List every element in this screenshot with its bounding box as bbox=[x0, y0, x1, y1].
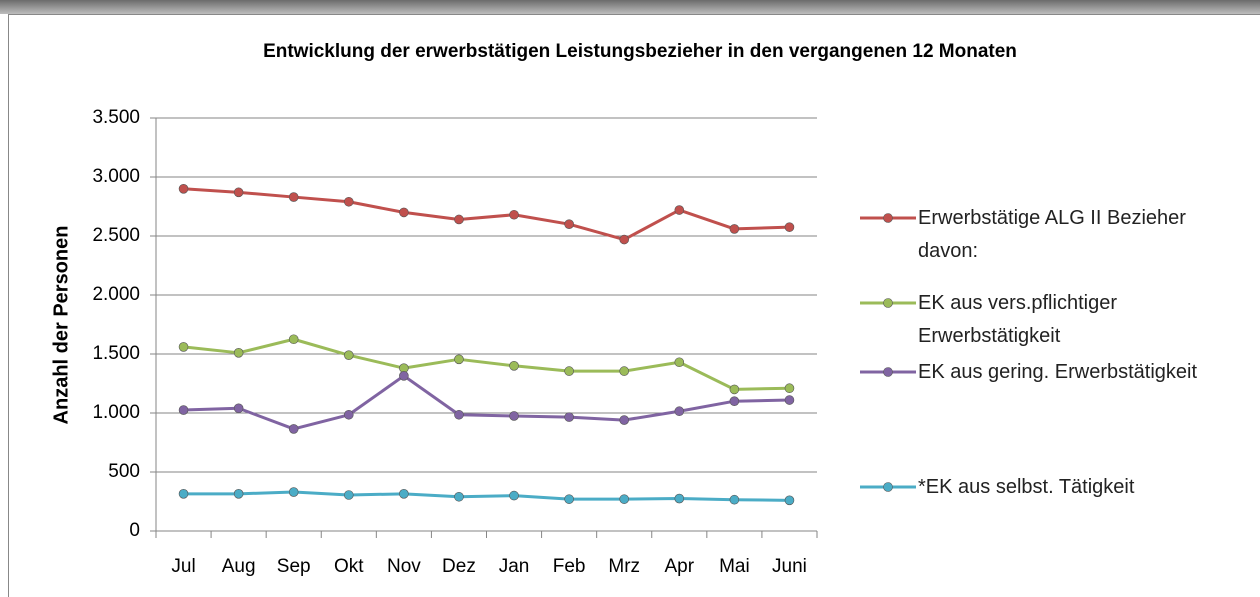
legend-entry: *EK aus selbst. Tätigkeit bbox=[860, 471, 1260, 504]
legend-dot bbox=[883, 213, 893, 223]
data-point bbox=[399, 207, 409, 218]
y-tick-label: 1.000 bbox=[92, 402, 140, 423]
y-tick-label: 500 bbox=[108, 461, 140, 482]
legend-marker bbox=[860, 482, 916, 492]
x-tick-label: Mai bbox=[719, 556, 750, 577]
data-point bbox=[233, 403, 244, 414]
data-point bbox=[564, 494, 574, 504]
legend-label: EK aus vers.pflichtiger Erwerbstätigkeit bbox=[918, 292, 1117, 347]
data-point bbox=[619, 234, 630, 245]
data-point bbox=[178, 405, 189, 415]
data-point bbox=[509, 411, 519, 421]
data-point bbox=[619, 415, 630, 425]
data-point bbox=[784, 495, 795, 506]
data-point bbox=[784, 383, 795, 394]
x-tick-label: Dez bbox=[442, 556, 476, 577]
x-tick-label: Jul bbox=[171, 556, 195, 577]
data-point bbox=[343, 409, 354, 420]
data-point bbox=[564, 412, 574, 422]
data-point bbox=[509, 209, 519, 220]
legend-label: EK aus gering. Erwerbstätigkeit bbox=[918, 361, 1198, 383]
x-tick-label: Mrz bbox=[608, 556, 640, 577]
data-point bbox=[233, 187, 244, 198]
x-tick-label: Apr bbox=[665, 556, 695, 577]
legend-dot bbox=[883, 367, 893, 377]
data-point bbox=[674, 406, 685, 417]
data-point bbox=[288, 192, 299, 202]
data-point bbox=[454, 354, 464, 365]
data-point bbox=[509, 490, 519, 501]
data-point bbox=[399, 489, 409, 499]
data-point bbox=[674, 493, 685, 504]
data-point bbox=[233, 489, 244, 499]
legend-label: *EK aus selbst. Tätigkeit bbox=[918, 476, 1135, 498]
data-point bbox=[288, 334, 299, 345]
data-point bbox=[399, 371, 409, 381]
data-point bbox=[619, 366, 630, 376]
y-axis-label: Anzahl der Personen bbox=[50, 226, 72, 425]
legend-entry: EK aus vers.pflichtiger Erwerbstätigkeit bbox=[860, 287, 1260, 353]
y-tick-label: 0 bbox=[129, 520, 140, 541]
y-tick-label: 2.500 bbox=[92, 225, 140, 246]
data-point bbox=[784, 395, 795, 405]
data-point bbox=[288, 487, 299, 497]
chart-frame bbox=[8, 14, 1260, 597]
series-line bbox=[183, 374, 790, 431]
x-tick-label: Aug bbox=[222, 556, 256, 577]
legend-label: Erwerbstätige ALG II Bezieher davon: bbox=[918, 207, 1186, 262]
data-point bbox=[564, 366, 574, 376]
y-tick-label: 3.000 bbox=[92, 166, 140, 187]
series-line bbox=[183, 187, 790, 242]
data-point bbox=[343, 196, 354, 207]
y-tick-label: 2.000 bbox=[92, 284, 140, 305]
data-point bbox=[178, 342, 189, 352]
data-point bbox=[784, 222, 795, 232]
data-point bbox=[729, 224, 740, 234]
x-tick-label: Jan bbox=[499, 556, 530, 577]
legend-dot bbox=[883, 298, 893, 308]
data-point bbox=[729, 494, 740, 505]
y-tick-label: 3.500 bbox=[92, 107, 140, 128]
chart-title: Entwicklung der erwerbstätigen Leistungs… bbox=[263, 41, 1017, 62]
legend-entry: Erwerbstätige ALG II Bezieher davon: bbox=[860, 202, 1260, 268]
x-tick-label: Feb bbox=[553, 556, 586, 577]
x-tick-label: Juni bbox=[772, 556, 807, 577]
legend-dot bbox=[883, 482, 893, 492]
legend-marker bbox=[860, 213, 916, 223]
series-line bbox=[183, 337, 790, 391]
x-tick-label: Okt bbox=[334, 556, 364, 577]
data-point bbox=[454, 409, 464, 420]
x-tick-label: Nov bbox=[387, 556, 421, 577]
x-tick-label: Sep bbox=[277, 556, 311, 577]
data-point bbox=[674, 357, 685, 368]
data-point bbox=[454, 491, 464, 502]
data-point bbox=[509, 360, 519, 371]
data-point bbox=[178, 184, 189, 194]
data-point bbox=[564, 219, 574, 229]
data-point bbox=[454, 214, 464, 225]
series-line bbox=[183, 490, 790, 502]
data-point bbox=[619, 494, 630, 504]
legend-entry: EK aus gering. Erwerbstätigkeit bbox=[860, 356, 1260, 389]
data-point bbox=[729, 384, 740, 395]
legend-marker bbox=[860, 298, 916, 308]
data-point bbox=[343, 490, 354, 500]
y-tick-label: 1.500 bbox=[92, 343, 140, 364]
top-shadow bbox=[0, 0, 1260, 14]
data-point bbox=[178, 489, 189, 499]
data-point bbox=[343, 350, 354, 360]
data-point bbox=[674, 205, 685, 215]
data-point bbox=[729, 396, 740, 407]
legend-marker bbox=[860, 367, 916, 377]
data-point bbox=[233, 348, 244, 358]
data-point bbox=[288, 424, 299, 434]
